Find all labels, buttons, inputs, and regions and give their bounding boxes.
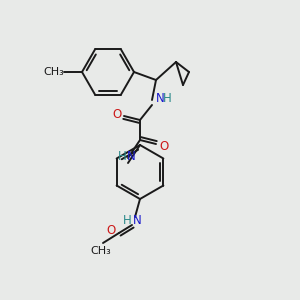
Text: O: O [112, 107, 122, 121]
Text: CH₃: CH₃ [44, 67, 64, 77]
Text: CH₃: CH₃ [91, 246, 111, 256]
Text: H: H [163, 92, 171, 104]
Text: O: O [106, 224, 116, 238]
Text: N: N [133, 214, 141, 226]
Text: N: N [127, 151, 135, 164]
Text: H: H [118, 151, 126, 164]
Text: H: H [123, 214, 131, 226]
Text: O: O [159, 140, 169, 152]
Text: N: N [156, 92, 164, 104]
